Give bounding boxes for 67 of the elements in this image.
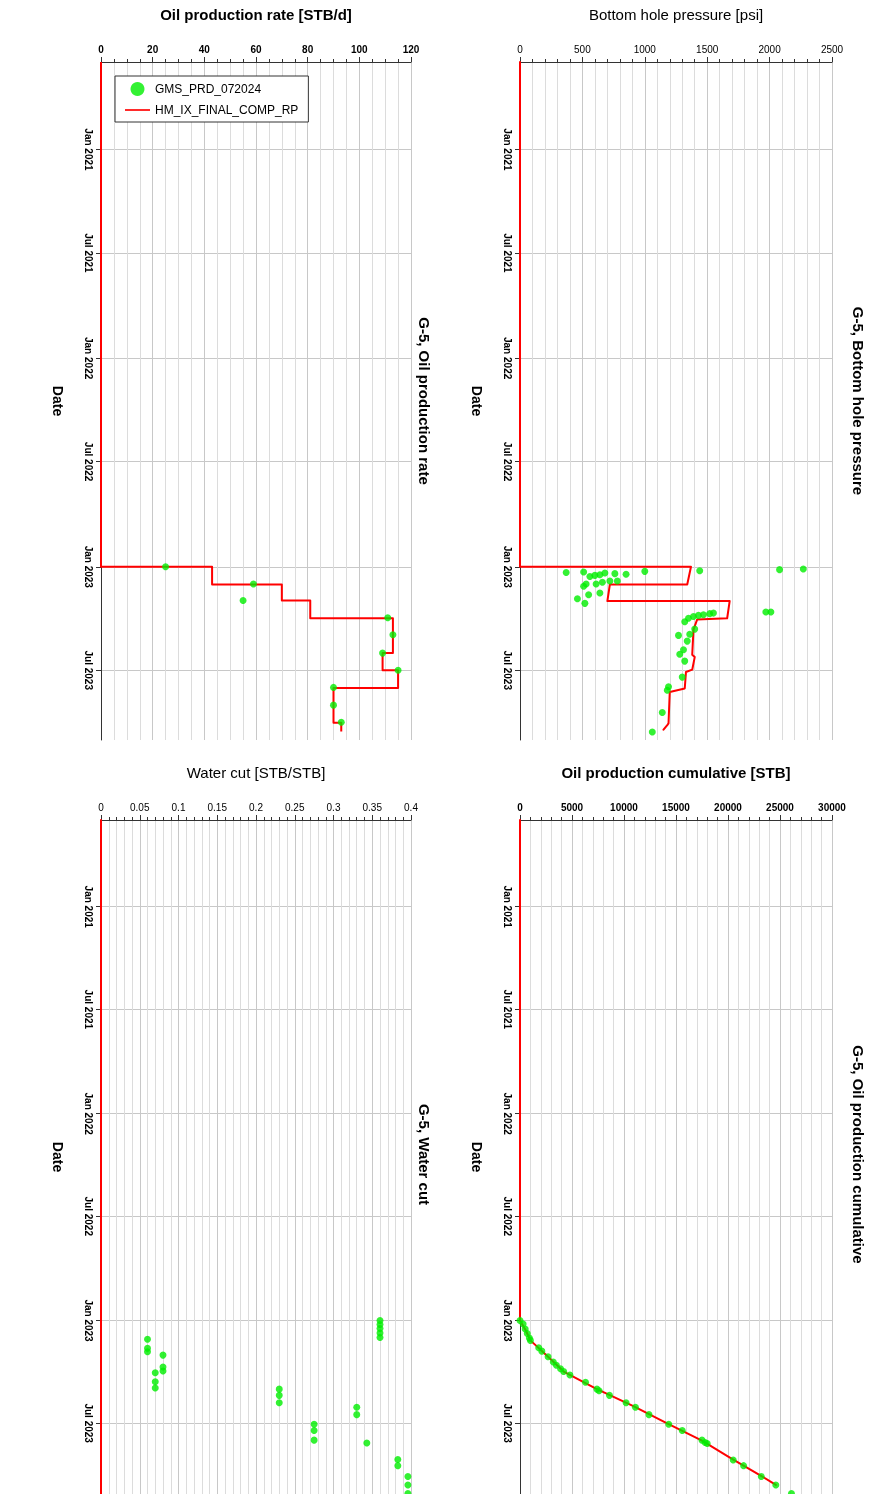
- y-tick-label: Jul 2021: [501, 989, 513, 1030]
- y-tick-label: Jul 2022: [501, 1196, 513, 1237]
- y-tick-label: Jan 2023: [82, 545, 94, 589]
- x-tick-label: 0: [98, 43, 105, 55]
- y-axis-title: Date: [469, 385, 485, 417]
- x-tick-label: 1000: [633, 43, 657, 55]
- text: G-5, Bottom hole pressure: [849, 306, 867, 496]
- x-tick-label: 25000: [766, 801, 795, 813]
- y-tick-label: Jul 2021: [501, 233, 513, 274]
- y-tick-label: Jul 2022: [82, 441, 94, 482]
- y-tick-label: Jul 2022: [501, 441, 513, 482]
- y-tick-label: Jan 2021: [82, 885, 94, 929]
- y-tick-label: Jul 2022: [82, 1196, 94, 1237]
- y-tick-label: Jan 2021: [82, 128, 94, 172]
- x-tick-label: 30000: [818, 801, 847, 813]
- text: G-5, Oil production rate: [415, 317, 433, 485]
- x-tick-label: 1500: [696, 43, 719, 55]
- x-tick-label: 120: [402, 43, 420, 55]
- legend-label: HM_IX_FINAL_COMP_RP: [155, 103, 299, 117]
- legend-label: GMS_PRD_072024: [155, 82, 262, 96]
- y-tick-label: Jan 2021: [501, 128, 513, 172]
- x-tick-label: 2500: [820, 43, 844, 55]
- y-tick-label: Jan 2023: [501, 1299, 513, 1343]
- y-axis-title: Date: [50, 1141, 66, 1173]
- x-tick-label: 80: [302, 43, 314, 55]
- y-tick-label: Jul 2023: [82, 650, 94, 691]
- x-tick-label: 60: [250, 43, 262, 55]
- y-axis-title: Date: [50, 385, 66, 417]
- y-tick-label: Jul 2023: [82, 1403, 94, 1444]
- y-tick-label: Jan 2022: [82, 336, 94, 380]
- x-tick-label: 0.25: [285, 801, 305, 813]
- y-axis-title: Date: [469, 1141, 485, 1173]
- y-tick-label: Jan 2022: [501, 336, 513, 380]
- y-tick-label: Jul 2021: [82, 233, 94, 274]
- x-tick-label: 15000: [662, 801, 691, 813]
- y-tick-label: Jan 2021: [501, 885, 513, 929]
- y-tick-label: Jan 2023: [501, 545, 513, 589]
- x-tick-label: 0.1: [171, 801, 186, 813]
- x-tick-label: 10000: [610, 801, 639, 813]
- x-tick-label: 500: [574, 43, 592, 55]
- x-tick-label: 0.05: [130, 801, 150, 813]
- x-tick-label: 0: [98, 801, 105, 813]
- y-tick-label: Jul 2021: [82, 989, 94, 1030]
- text: G-5, Water cut: [415, 1103, 433, 1206]
- x-tick-label: 20: [147, 43, 159, 55]
- x-axis-title: Oil production rate [STB/d]: [160, 6, 352, 23]
- x-axis-title: Water cut [STB/STB]: [186, 764, 326, 781]
- x-tick-label: 0.15: [207, 801, 228, 813]
- x-tick-label: 0.2: [249, 801, 264, 813]
- x-axis-title: Bottom hole pressure [psi]: [588, 6, 764, 23]
- y-tick-label: Jan 2022: [501, 1092, 513, 1136]
- x-tick-label: 0: [517, 43, 524, 55]
- x-axis-title: Oil production cumulative [STB]: [561, 764, 791, 781]
- x-tick-label: 0.4: [404, 801, 419, 813]
- x-tick-label: 100: [350, 43, 369, 55]
- x-tick-label: 0.35: [362, 801, 383, 813]
- y-tick-label: Jul 2023: [501, 1403, 513, 1444]
- text: G-5, Oil production cumulative: [849, 1045, 867, 1264]
- x-tick-label: 0.3: [326, 801, 341, 813]
- y-tick-label: Jan 2023: [82, 1299, 94, 1343]
- y-tick-label: Jan 2022: [82, 1092, 94, 1136]
- x-tick-label: 40: [198, 43, 211, 55]
- x-tick-label: 2000: [758, 43, 782, 55]
- y-tick-label: Jul 2023: [501, 650, 513, 691]
- x-tick-label: 20000: [714, 801, 743, 813]
- x-tick-label: 0: [517, 801, 524, 813]
- x-tick-label: 5000: [560, 801, 584, 813]
